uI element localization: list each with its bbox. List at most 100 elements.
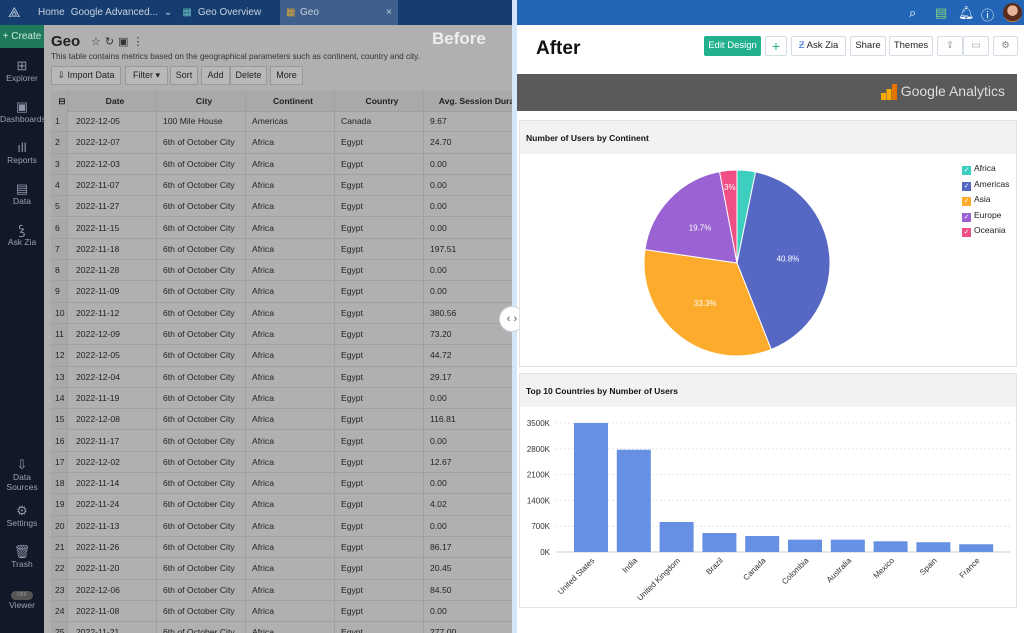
avg-session-cell[interactable]: 4.02 [424, 494, 512, 514]
city-cell[interactable]: 6th of October City [157, 281, 246, 302]
avg-session-cell[interactable]: 380.56 [424, 303, 512, 323]
continent-cell[interactable]: Africa [246, 281, 335, 302]
country-cell[interactable]: Canada [335, 111, 424, 132]
date-cell[interactable]: 2022-11-13 [68, 515, 157, 536]
avg-session-cell[interactable]: 86.17 [424, 537, 512, 557]
avg-session-cell[interactable]: 0.00 [424, 473, 512, 493]
city-cell[interactable]: 6th of October City [157, 217, 246, 238]
country-cell[interactable]: Egypt [335, 579, 424, 600]
column-header[interactable]: City [157, 91, 246, 112]
table-row[interactable]: 22 2022-11-20 6th of October City Africa Egy… [51, 558, 512, 580]
city-cell[interactable]: 6th of October City [157, 366, 246, 387]
country-cell[interactable]: Egypt [335, 622, 424, 633]
continent-cell[interactable]: Africa [246, 451, 335, 473]
date-cell[interactable]: 2022-12-02 [68, 451, 157, 473]
date-cell[interactable]: 2022-11-17 [68, 430, 157, 451]
continent-cell[interactable]: Africa [246, 174, 335, 196]
date-cell[interactable]: 2022-11-09 [68, 281, 157, 302]
city-cell[interactable]: 6th of October City [157, 494, 246, 515]
country-cell[interactable]: Egypt [335, 451, 424, 473]
country-cell[interactable]: Egypt [335, 174, 424, 196]
pie-slice-europe[interactable] [644, 171, 738, 264]
date-cell[interactable]: 2022-12-08 [68, 409, 157, 430]
comment-icon[interactable]: ▭ [963, 36, 989, 56]
continent-cell[interactable]: Africa [246, 579, 335, 600]
country-cell[interactable]: Egypt [335, 494, 424, 515]
table-row[interactable]: 5 2022-11-27 6th of October City Africa Egyp… [51, 196, 512, 218]
legend-checkbox-icon[interactable]: ✓ [962, 166, 971, 175]
sidebar-item-ask-zia[interactable]: ꝣ Ask Zia [0, 223, 44, 248]
date-cell[interactable]: 2022-12-04 [68, 366, 157, 387]
create-button[interactable]: + Create [0, 25, 44, 48]
continent-cell[interactable]: Americas [246, 111, 335, 132]
legend-checkbox-icon[interactable]: ✓ [962, 212, 971, 222]
avg-session-cell[interactable]: 24.70 [424, 132, 512, 152]
toggle-switch[interactable]: OFF [11, 591, 33, 600]
country-cell[interactable]: Egypt [335, 324, 424, 345]
country-cell[interactable]: Egypt [335, 260, 424, 281]
avg-session-cell[interactable]: 116.81 [424, 409, 512, 429]
zoho-analytics-logo-icon[interactable]: ⟁ [8, 4, 21, 20]
legend-item-africa[interactable]: ✓ Africa [962, 163, 996, 175]
country-cell[interactable]: Egypt [335, 302, 424, 323]
continent-cell[interactable]: Africa [246, 196, 335, 217]
save-icon[interactable]: ▣ [118, 36, 133, 48]
table-row[interactable]: 1 2022-12-05 100 Mile House Americas Canada 9… [51, 111, 512, 133]
ask-zia-button[interactable]: Ƶ Ask Zia [791, 36, 846, 56]
avg-session-cell[interactable]: 44.72 [424, 345, 512, 365]
city-cell[interactable]: 6th of October City [157, 196, 246, 217]
sidebar-item-data-sources[interactable]: ⇩ Data Sources [0, 458, 44, 493]
continent-cell[interactable]: Africa [246, 409, 335, 430]
avg-session-cell[interactable]: 277.00 [424, 622, 512, 633]
city-cell[interactable]: 6th of October City [157, 622, 246, 633]
legend-item-oceania[interactable]: ✓ Oceania [962, 225, 1006, 237]
avg-session-cell[interactable]: 0.00 [424, 281, 512, 301]
bar-united-states[interactable] [574, 423, 608, 552]
city-cell[interactable]: 6th of October City [157, 473, 246, 494]
avg-session-cell[interactable]: 0.00 [424, 196, 512, 216]
avg-session-cell[interactable]: 9.67 [424, 111, 512, 131]
continent-cell[interactable]: Africa [246, 473, 335, 494]
add-button[interactable]: + [765, 36, 787, 56]
search-icon[interactable]: ⌕ [909, 5, 917, 20]
continent-cell[interactable]: Africa [246, 260, 335, 281]
bar-australia[interactable] [830, 539, 865, 552]
table-row[interactable]: 25 2022-11-21 6th of October City Africa Egy… [51, 622, 512, 633]
select-all-icon[interactable]: ⊟ [51, 91, 68, 112]
avg-session-cell[interactable]: 0.00 [424, 516, 512, 536]
share-button[interactable]: Share [850, 36, 886, 56]
bar-colombia[interactable] [788, 539, 822, 552]
sort-button[interactable]: Sort [170, 66, 198, 85]
country-cell[interactable]: Egypt [335, 558, 424, 579]
sidebar-item-dashboards[interactable]: ▣ Dashboards [0, 100, 46, 125]
table-row[interactable]: 17 2022-12-02 6th of October City Africa Egy… [51, 451, 512, 474]
country-cell[interactable]: Egypt [335, 217, 424, 238]
date-cell[interactable]: 2022-11-14 [68, 473, 157, 494]
city-cell[interactable]: 6th of October City [157, 600, 246, 622]
table-row[interactable]: 7 2022-11-18 6th of October City Africa Egyp… [51, 238, 512, 261]
country-cell[interactable]: Egypt [335, 387, 424, 409]
bell-icon[interactable]: 🔔︎ [958, 5, 975, 20]
bar-france[interactable] [959, 544, 994, 552]
country-cell[interactable]: Egypt [335, 366, 424, 387]
legend-checkbox-icon[interactable]: ✓ [962, 197, 971, 206]
city-cell[interactable]: 6th of October City [157, 302, 246, 323]
table-row[interactable]: 2 2022-12-07 6th of October City Africa Egyp… [51, 132, 512, 154]
table-row[interactable]: 21 2022-11-26 6th of October City Africa Egy… [51, 537, 512, 559]
table-row[interactable]: 10 2022-11-12 6th of October City Africa Egy… [51, 302, 512, 324]
continent-cell[interactable]: Africa [246, 430, 335, 451]
date-cell[interactable]: 2022-11-20 [68, 558, 157, 579]
column-header[interactable]: Date [68, 91, 157, 112]
table-row[interactable]: 6 2022-11-15 6th of October City Africa Egyp… [51, 217, 512, 239]
pie-slice-asia[interactable] [643, 249, 772, 357]
table-row[interactable]: 13 2022-12-04 6th of October City Africa Egy… [51, 366, 512, 388]
table-row[interactable]: 14 2022-11-19 6th of October City Africa Egy… [51, 387, 512, 410]
table-row[interactable]: 12 2022-12-05 6th of October City Africa Egy… [51, 345, 512, 367]
country-cell[interactable]: Egypt [335, 345, 424, 366]
continent-cell[interactable]: Africa [246, 238, 335, 260]
date-cell[interactable]: 2022-12-05 [68, 345, 157, 366]
city-cell[interactable]: 6th of October City [157, 558, 246, 579]
country-cell[interactable]: Egypt [335, 537, 424, 558]
bar-mexico[interactable] [873, 541, 908, 552]
table-row[interactable]: 9 2022-11-09 6th of October City Africa Egyp… [51, 281, 512, 303]
